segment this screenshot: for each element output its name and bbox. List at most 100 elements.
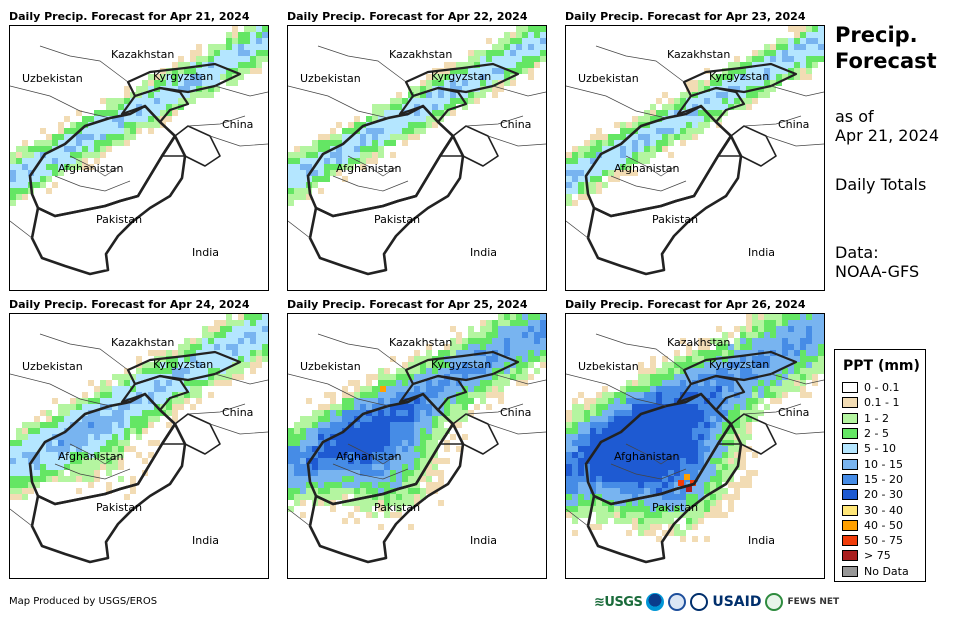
legend-label: 15 - 20 bbox=[864, 472, 903, 486]
country-label-pakistan: Pakistan bbox=[652, 501, 699, 514]
legend-label: > 75 bbox=[864, 549, 891, 563]
country-label-pakistan: Pakistan bbox=[96, 213, 143, 226]
legend-label: 20 - 30 bbox=[864, 488, 903, 502]
legend-swatch bbox=[842, 519, 858, 531]
country-label-afghanistan: Afghanistan bbox=[58, 162, 124, 175]
precip-field bbox=[10, 314, 268, 564]
country-label-china: China bbox=[778, 406, 810, 419]
legend-label: 50 - 75 bbox=[864, 534, 903, 548]
legend-swatch bbox=[842, 458, 858, 470]
country-label-kazakhstan: Kazakhstan bbox=[111, 336, 175, 349]
country-label-kazakhstan: Kazakhstan bbox=[111, 48, 175, 61]
legend-item: 15 - 20 bbox=[842, 472, 909, 487]
legend-item: 5 - 10 bbox=[842, 441, 909, 456]
country-label-pakistan: Pakistan bbox=[374, 213, 421, 226]
legend-label: 40 - 50 bbox=[864, 518, 903, 532]
country-label-pakistan: Pakistan bbox=[652, 213, 699, 226]
country-label-afghanistan: Afghanistan bbox=[614, 450, 680, 463]
country-label-afghanistan: Afghanistan bbox=[58, 450, 124, 463]
partner-logos: ≋USGS USAID FEWS NET bbox=[594, 591, 839, 613]
legend-item: 30 - 40 bbox=[842, 502, 909, 517]
country-label-china: China bbox=[778, 118, 810, 131]
precip-field bbox=[288, 314, 546, 564]
totals-label: Daily Totals bbox=[835, 175, 927, 194]
panel-title: Daily Precip. Forecast for Apr 22, 2024 bbox=[287, 10, 528, 23]
legend-item: 50 - 75 bbox=[842, 533, 909, 548]
precip-map: Kazakhstan Uzbekistan Kyrgyzstan China Afgha… bbox=[287, 313, 547, 579]
legend-label: 0 - 0.1 bbox=[864, 381, 900, 395]
country-label-kyrgyzstan: Kyrgyzstan bbox=[431, 358, 492, 371]
legend-swatch bbox=[842, 382, 858, 394]
country-label-india: India bbox=[470, 246, 497, 259]
legend-swatch bbox=[842, 397, 858, 409]
country-label-kazakhstan: Kazakhstan bbox=[667, 48, 731, 61]
country-label-pakistan: Pakistan bbox=[374, 501, 421, 514]
legend-item: 10 - 15 bbox=[842, 456, 909, 471]
precip-field bbox=[10, 26, 268, 276]
legend-label: 1 - 2 bbox=[864, 411, 889, 425]
panel-title: Daily Precip. Forecast for Apr 21, 2024 bbox=[9, 10, 250, 23]
country-label-india: India bbox=[192, 246, 219, 259]
precip-field bbox=[566, 26, 824, 276]
country-label-kyrgyzstan: Kyrgyzstan bbox=[431, 70, 492, 83]
country-label-uzbekistan: Uzbekistan bbox=[22, 72, 83, 85]
precip-field bbox=[566, 314, 824, 564]
legend-swatch bbox=[842, 550, 858, 562]
country-label-india: India bbox=[748, 246, 775, 259]
country-label-uzbekistan: Uzbekistan bbox=[300, 72, 361, 85]
country-label-kyrgyzstan: Kyrgyzstan bbox=[153, 358, 214, 371]
as-of-date: as of Apr 21, 2024 bbox=[835, 107, 940, 145]
data-source: Data: NOAA-GFS bbox=[835, 243, 920, 281]
country-label-kazakhstan: Kazakhstan bbox=[389, 48, 453, 61]
credit-text: Map Produced by USGS/EROS bbox=[9, 596, 158, 607]
legend-label: No Data bbox=[864, 564, 909, 578]
legend-swatch bbox=[842, 443, 858, 455]
legend-label: 2 - 5 bbox=[864, 427, 889, 441]
fews-net-logo: FEWS NET bbox=[787, 597, 840, 607]
country-label-afghanistan: Afghanistan bbox=[336, 450, 402, 463]
country-label-kyrgyzstan: Kyrgyzstan bbox=[709, 70, 770, 83]
legend-label: 5 - 10 bbox=[864, 442, 896, 456]
usaid-seal-icon bbox=[690, 593, 709, 611]
precip-map: Kazakhstan Uzbekistan Kyrgyzstan China Afgha… bbox=[9, 313, 269, 579]
legend-item: 40 - 50 bbox=[842, 518, 909, 533]
country-label-kyrgyzstan: Kyrgyzstan bbox=[153, 70, 214, 83]
country-label-uzbekistan: Uzbekistan bbox=[22, 360, 83, 373]
country-label-china: China bbox=[500, 118, 532, 131]
legend-swatch bbox=[842, 504, 858, 516]
panel-title: Daily Precip. Forecast for Apr 25, 2024 bbox=[287, 298, 528, 311]
panel-title: Daily Precip. Forecast for Apr 24, 2024 bbox=[9, 298, 250, 311]
noaa-logo-icon bbox=[646, 593, 665, 611]
country-label-kazakhstan: Kazakhstan bbox=[667, 336, 731, 349]
country-label-china: China bbox=[222, 406, 254, 419]
country-label-afghanistan: Afghanistan bbox=[614, 162, 680, 175]
precip-map: Kazakhstan Uzbekistan Kyrgyzstan China Afgha… bbox=[565, 25, 825, 291]
legend-label: 10 - 15 bbox=[864, 457, 903, 471]
country-label-india: India bbox=[470, 534, 497, 547]
precip-field bbox=[288, 26, 546, 276]
usaid-logo: USAID bbox=[712, 594, 762, 610]
legend-swatch bbox=[842, 473, 858, 485]
fews-globe-icon bbox=[765, 593, 784, 611]
legend-label: 30 - 40 bbox=[864, 503, 903, 517]
country-label-kyrgyzstan: Kyrgyzstan bbox=[709, 358, 770, 371]
country-label-uzbekistan: Uzbekistan bbox=[300, 360, 361, 373]
usda-seal-icon bbox=[668, 593, 687, 611]
legend-title: PPT (mm) bbox=[843, 358, 920, 374]
precip-map: Kazakhstan Uzbekistan Kyrgyzstan China Afgha… bbox=[565, 313, 825, 579]
legend-swatch bbox=[842, 535, 858, 547]
usgs-logo: ≋USGS bbox=[594, 594, 643, 610]
country-label-uzbekistan: Uzbekistan bbox=[578, 360, 639, 373]
legend-item: 2 - 5 bbox=[842, 426, 909, 441]
precip-map: Kazakhstan Uzbekistan Kyrgyzstan China Afgha… bbox=[287, 25, 547, 291]
legend-swatch bbox=[842, 412, 858, 424]
legend-item: 0.1 - 1 bbox=[842, 395, 909, 410]
panel-title: Daily Precip. Forecast for Apr 26, 2024 bbox=[565, 298, 806, 311]
legend-label: 0.1 - 1 bbox=[864, 396, 900, 410]
country-label-china: China bbox=[500, 406, 532, 419]
legend-item: 1 - 2 bbox=[842, 411, 909, 426]
precip-map: Kazakhstan Uzbekistan Kyrgyzstan China Afgha… bbox=[9, 25, 269, 291]
legend-swatch bbox=[842, 428, 858, 440]
